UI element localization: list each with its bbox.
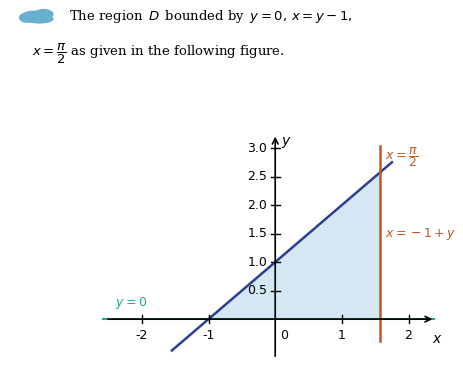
- Ellipse shape: [22, 12, 44, 22]
- Text: $x = \dfrac{\pi}{2}$ as given in the following figure.: $x = \dfrac{\pi}{2}$ as given in the fol…: [32, 42, 285, 67]
- Text: $y$: $y$: [281, 136, 291, 151]
- Text: 0.5: 0.5: [247, 284, 267, 297]
- Text: -1: -1: [202, 330, 215, 342]
- Text: $x = -1 + y$: $x = -1 + y$: [385, 226, 456, 241]
- Text: 3.0: 3.0: [247, 142, 267, 154]
- Ellipse shape: [26, 15, 53, 23]
- Text: -2: -2: [136, 330, 148, 342]
- Text: 0: 0: [281, 330, 288, 342]
- Text: $x$: $x$: [432, 331, 443, 346]
- Text: 2.0: 2.0: [247, 199, 267, 211]
- Text: 1.5: 1.5: [247, 227, 267, 240]
- Text: 1: 1: [338, 330, 346, 342]
- Text: The region $\,D\,$ bounded by $\,y = 0,\, x = y - 1,$: The region $\,D\,$ bounded by $\,y = 0,\…: [69, 8, 353, 25]
- Ellipse shape: [34, 10, 53, 19]
- Polygon shape: [208, 172, 380, 319]
- Text: 2.5: 2.5: [247, 170, 267, 183]
- Text: 2: 2: [405, 330, 413, 342]
- Text: $y = 0$: $y = 0$: [115, 295, 147, 311]
- Text: 1.0: 1.0: [247, 256, 267, 269]
- Ellipse shape: [19, 13, 34, 22]
- Text: $x = \dfrac{\pi}{2}$: $x = \dfrac{\pi}{2}$: [385, 145, 418, 169]
